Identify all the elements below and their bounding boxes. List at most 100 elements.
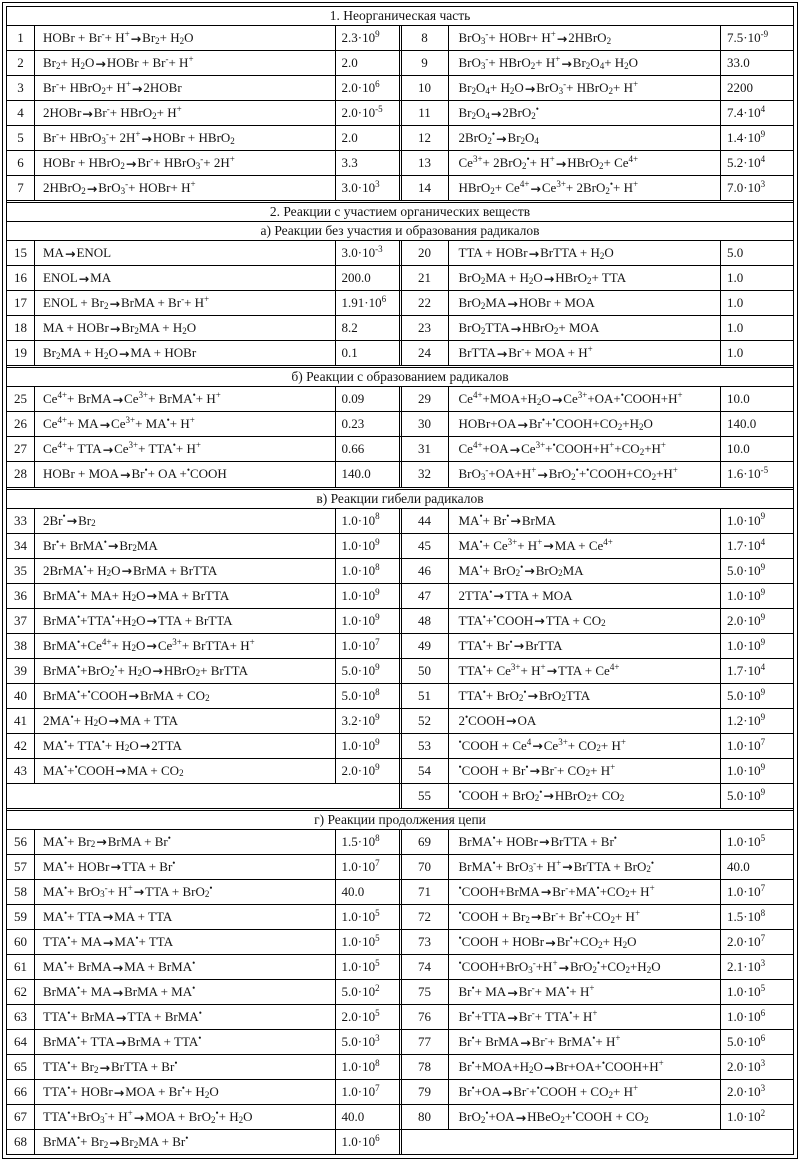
reaction-number: 4	[7, 101, 35, 126]
reaction-equation: 2HOBr → Br - + HBrO 2 + H +	[35, 101, 336, 126]
reaction-number: 58	[7, 879, 35, 904]
reaction-number: 49	[402, 633, 449, 658]
row-half-right: 74 • COOH+BrO 3- +H + → BrO 2 • +CO 2 +H 2 O 2.1·10 3	[398, 955, 794, 980]
row-half-left: 25 Ce 4+ + BrMA → Ce 3+ + BrMA • + H + 0.09	[7, 387, 399, 412]
row-half-left: 62 BrMA • + MA → BrMA + MA • 5.0·10 2	[7, 980, 399, 1005]
row-half-left: 59 MA • + TTA → MA + TTA 1.0·10 5	[7, 904, 399, 929]
reaction-equation: Br • + BrMA → Br - + BrMA • + H +	[449, 1030, 721, 1055]
reaction-equation: 2HBrO 2 → BrO 3- + HOBr+ H +	[35, 176, 336, 201]
reaction-equation: BrMA • + • COOH → BrMA + CO 2	[35, 683, 336, 708]
reaction-number: 16	[7, 266, 35, 291]
reaction-number: 25	[7, 387, 35, 412]
reaction-equation: BrMA • + MA → BrMA + MA •	[35, 980, 336, 1005]
rate-constant: 2.0·10 5	[341, 1008, 380, 1025]
rate-constant: 2.0	[341, 55, 358, 71]
row-half-right: 9 BrO 3- + HBrO 2 + H + → Br 2 O 4 + H 2 O 33.0	[398, 51, 794, 76]
reaction-equation: MA → ENOL	[35, 241, 336, 266]
row-half-left: 18 MA + HOBr → Br 2 MA + H 2 O 8.2	[7, 316, 399, 341]
reaction-number: 44	[402, 508, 449, 533]
reaction-equation: MA • + Ce 3+ + H + → MA + Ce 4+	[449, 533, 721, 558]
table-row: 67 TTA • +BrO 3- + H + → MOA + BrO 2 • + H 2 O 40.…	[7, 1104, 794, 1130]
reaction-number: 13	[402, 151, 449, 176]
rate-constant: 1.5·10 8	[341, 832, 380, 849]
rate-constant: 2.0·10 3	[727, 1058, 766, 1075]
rate-constant: 5.0·10 9	[727, 561, 766, 578]
reaction-number: 29	[402, 387, 449, 412]
reaction-number: 8	[402, 26, 449, 51]
reaction-number: 60	[7, 930, 35, 955]
reaction-equation: 2Br • → Br 2	[35, 508, 336, 533]
reaction-equation: Ce 4+ + TTA → Ce 3+ + TTA • + H +	[35, 437, 336, 462]
reaction-number: 70	[402, 854, 449, 879]
row-half-left: 63 TTA • + BrMA → TTA + BrMA • 2.0·10 5	[7, 1005, 399, 1030]
row-half-right: 53 • COOH + Ce 4 → Ce 3+ + CO 2 + H + 1.0·10 7	[398, 733, 794, 758]
rate-constant: 1.0·10 8	[341, 561, 380, 578]
reaction-number: 21	[402, 266, 449, 291]
table-row: 18 MA + HOBr → Br 2 MA + H 2 O 8.2 23 BrO 2 TTA → H…	[7, 315, 793, 341]
rate-constant: 1.0·10 7	[727, 736, 766, 753]
reaction-number: 76	[402, 1005, 449, 1030]
rate-constant: 1.0·10 8	[341, 1058, 380, 1075]
reaction-number: 17	[7, 291, 35, 316]
rate-constant: 5.0·10 9	[727, 786, 766, 803]
reaction-number: 15	[7, 241, 35, 266]
reaction-number: 46	[402, 558, 449, 583]
row-half-right: 70 BrMA • + BrO 3- + H + → BrTTA + BrO 2 • 40.0	[398, 854, 794, 879]
reaction-equation: TTA • + Br 2 → BrTTA + Br •	[35, 1055, 336, 1080]
row-half-right: 52 2 • COOH → OA 1.2·10 9	[398, 708, 794, 733]
reaction-equation: 2BrO 2 • → Br 2 O 4	[449, 126, 721, 151]
row-half-right: 44 MA • + Br • → BrMA 1.0·10 9	[398, 508, 794, 533]
reaction-number: 65	[7, 1055, 35, 1080]
row-half-left: 35 2BrMA • + H 2 O → BrMA + BrTTA 1.0·10 8	[7, 558, 399, 583]
table-row: 6 HOBr + HBrO 2 → Br - + HBrO 3- + 2H + 3.3 13 C…	[7, 150, 793, 176]
reaction-number: 9	[402, 51, 449, 76]
reaction-equation: ENOL + Br 2 → BrMA + Br - + H +	[35, 291, 336, 316]
rate-constant: 2.0·10 9	[727, 611, 766, 628]
row-half-right: 32 BrO 3- +OA+H + → BrO 2 • + • COOH+CO 2 +H + 1.6·10-…	[398, 462, 794, 487]
rate-constant: 5.0·10 2	[341, 983, 380, 1000]
row-half-right: 80 BrO 2 • +OA → HBeO 2 + • COOH + CO 2 1.0·10 2	[398, 1105, 794, 1130]
table-row: 28 HOBr + MOA → Br • + OA + • COOH 140.0 32 Br…	[7, 461, 794, 487]
reaction-number: 75	[402, 980, 449, 1005]
reaction-equation: Br • +TTA → Br - + TTA • + H +	[449, 1005, 721, 1030]
reaction-number: 37	[7, 608, 35, 633]
reaction-equation: • COOH + Br • → Br - + CO 2 + H +	[449, 758, 721, 783]
table-row: 7 2HBrO 2 → BrO 3- + HOBr+ H + 3.0·10 3 14 HBrO 2…	[7, 175, 793, 201]
row-half-left: 57 MA • + HOBr → TTA + Br • 1.0·10 7	[7, 854, 399, 879]
reaction-equation: Ce 4+ +OA → Ce 3+ + • COOH+H + +CO 2 +H +	[449, 437, 721, 462]
reaction-number: 6	[7, 151, 35, 176]
table-row: 4 2HOBr → Br - + HBrO 2 + H + 2.0·10 -5 11 Br 2 O 4…	[7, 100, 793, 126]
blank-cell	[398, 1130, 794, 1154]
row-half-left: 28 HOBr + MOA → Br • + OA + • COOH 140.0	[7, 462, 399, 487]
rate-constant: 3.0·10 3	[341, 179, 380, 196]
reaction-equation: Br • + BrMA • → Br 2 MA	[35, 533, 336, 558]
reaction-number: 20	[402, 241, 449, 266]
reaction-number: 28	[7, 462, 35, 487]
rate-constant: 10.0	[727, 391, 750, 407]
rate-constant: 1.4·10 9	[727, 129, 766, 146]
table-row: 64 BrMA • + TTA → BrMA + TTA • 5.0·10 3 77 Br • …	[7, 1029, 793, 1055]
rate-constant: 1.0·10 5	[341, 932, 380, 950]
table-row: 40 BrMA • + • COOH → BrMA + CO 2 5.0·10 8 51 TTA •…	[7, 682, 793, 708]
reaction-number: 23	[402, 316, 449, 341]
reaction-number: 61	[7, 955, 35, 980]
table-row: 34 Br • + BrMA • → Br 2 MA 1.0·10 9 45 MA • + Ce 3+ …	[7, 532, 793, 558]
reaction-number: 42	[7, 733, 35, 758]
rate-constant: 8.2	[341, 320, 358, 336]
section-header: 2. Реакции с участием органических вещес…	[7, 200, 793, 221]
row-half-right: 47 2TTA • → TTA + MOA 1.0·10 9	[398, 583, 794, 608]
reaction-number: 41	[7, 708, 35, 733]
rate-constant: 140.0	[727, 416, 757, 432]
reaction-number: 33	[7, 508, 35, 533]
rate-constant: 7.4·10 4	[727, 104, 766, 121]
reaction-equation: MA • + BrMA → MA + BrMA •	[35, 955, 336, 980]
